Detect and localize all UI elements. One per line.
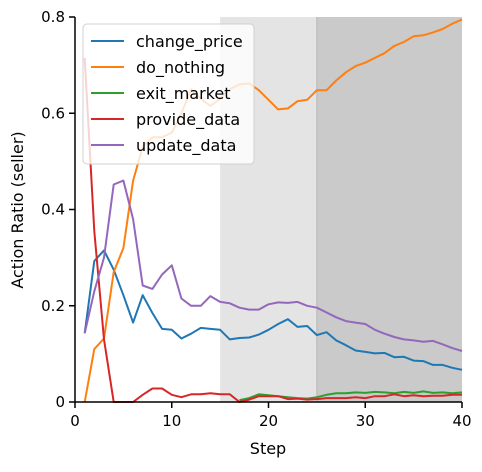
legend-label-exit-market: exit_market [136,84,231,104]
y-axis-label: Action Ratio (seller) [8,131,27,288]
series-line-provide-data [83,57,462,403]
y-tick-label: 0.2 [41,297,65,315]
ticks: 0 10 20 30 40 0 0.2 0.4 0.6 0.8 [41,8,471,430]
legend-label-change-price: change_price [136,32,243,52]
legend-label-do-nothing: do_nothing [136,58,225,78]
series-lines [83,18,463,403]
x-tick-label: 40 [452,412,471,430]
x-tick-label: 0 [70,412,80,430]
series-line-update-data [83,179,463,352]
series-line-change-price [83,249,463,371]
legend-box [82,23,255,165]
y-tick-label: 0.8 [41,8,65,26]
x-tick-label: 30 [356,412,375,430]
x-tick-label: 20 [259,412,278,430]
y-tick-label: 0.4 [41,201,65,219]
shaded-regions [220,17,462,402]
y-tick-label: 0.6 [41,104,65,122]
legend: change_price do_nothing exit_marketprovide… [82,23,255,165]
y-tick-label: 0 [55,393,65,411]
legend-label-provide-data: provide_data [136,110,240,130]
x-tick-label: 10 [162,412,181,430]
shaded-region-1 [316,17,462,402]
legend-label-update-data: update_data [136,136,236,156]
x-axis-label: Step [250,439,286,458]
